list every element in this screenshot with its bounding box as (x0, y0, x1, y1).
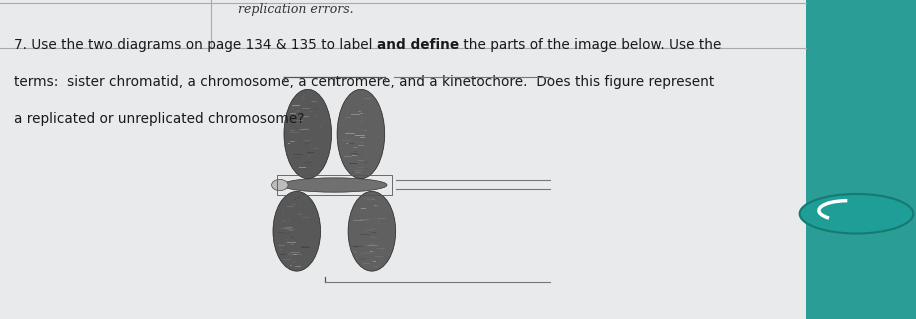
Ellipse shape (348, 191, 396, 271)
Ellipse shape (337, 89, 385, 179)
Ellipse shape (281, 178, 387, 192)
Text: terms:  sister chromatid, a chromosome, a centromere, and a kinetochore.  Does t: terms: sister chromatid, a chromosome, a… (14, 75, 714, 89)
Ellipse shape (273, 191, 321, 271)
Text: the parts of the image below. Use the: the parts of the image below. Use the (459, 38, 721, 52)
Circle shape (800, 194, 913, 234)
Text: and define: and define (376, 38, 459, 52)
Text: replication errors.: replication errors. (238, 3, 354, 16)
FancyBboxPatch shape (0, 0, 806, 319)
Ellipse shape (272, 179, 288, 191)
Text: 7. Use the two diagrams on page 134 & 135 to label: 7. Use the two diagrams on page 134 & 13… (14, 38, 376, 52)
Ellipse shape (284, 89, 332, 179)
Text: a replicated or unreplicated chromosome?: a replicated or unreplicated chromosome? (14, 112, 304, 126)
